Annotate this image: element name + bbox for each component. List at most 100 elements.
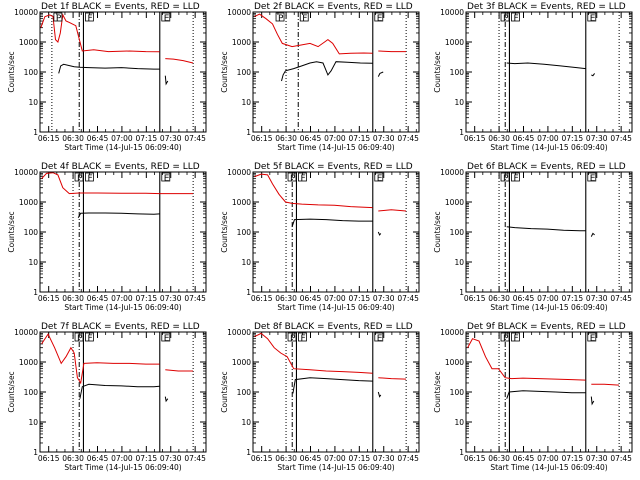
x-tick-label: 07:15 <box>136 454 158 463</box>
panel-title: Det 4f BLACK = Events, RED = LLD <box>41 162 200 172</box>
flag-box <box>85 12 94 22</box>
y-axis-label: Counts/sec <box>7 371 16 412</box>
x-tick-label: 06:30 <box>275 294 297 303</box>
x-tick-label: 06:15 <box>251 454 273 463</box>
y-tick-label: 10000 <box>227 8 251 17</box>
plot-frame <box>465 171 633 293</box>
x-axis-label: Start Time (14-Jul-15 06:09:40) <box>64 143 181 152</box>
flag-label: F <box>513 334 518 344</box>
x-tick-label: 06:30 <box>488 134 510 143</box>
x-axis-label: Start Time (14-Jul-15 06:09:40) <box>277 303 394 312</box>
flag-label: F <box>87 14 92 24</box>
x-tick-label: 06:30 <box>62 134 84 143</box>
y-tick-label: 100 <box>450 68 465 77</box>
panel-title: Det 2f BLACK = Events, RED = LLD <box>254 2 413 12</box>
x-tick-label: 07:00 <box>537 294 559 303</box>
x-tick-label: 07:00 <box>111 134 133 143</box>
flag-label: P <box>278 14 284 24</box>
x-tick-label: 07:00 <box>537 134 559 143</box>
panel-title: Det 7f BLACK = Events, RED = LLD <box>41 322 200 332</box>
flag-box <box>511 172 520 182</box>
flag-label: P <box>503 174 509 184</box>
flag-box <box>298 172 307 182</box>
flag-box <box>500 12 510 22</box>
x-tick-label: 07:30 <box>160 134 182 143</box>
panel-title: Det 6f BLACK = Events, RED = LLD <box>467 162 626 172</box>
x-tick-label: 07:30 <box>373 294 395 303</box>
x-tick-label: 06:15 <box>464 294 486 303</box>
lld-series-line <box>467 338 586 381</box>
x-tick-label: 07:45 <box>397 294 419 303</box>
x-tick-label: 07:15 <box>562 134 584 143</box>
events-series-line <box>377 391 382 398</box>
y-tick-label: 10 <box>241 418 251 427</box>
y-tick-label: 100 <box>237 228 252 237</box>
x-tick-label: 07:00 <box>324 294 346 303</box>
y-tick-label: 1 <box>459 128 464 137</box>
events-series-line <box>77 212 160 218</box>
x-tick-label: 07:15 <box>562 294 584 303</box>
flag-label: E <box>164 334 170 344</box>
panel-title: Det 1f BLACK = Events, RED = LLD <box>41 2 200 12</box>
x-tick-label: 06:30 <box>275 134 297 143</box>
flag-box <box>74 172 84 182</box>
y-tick-label: 100 <box>24 68 39 77</box>
flag-label: E <box>164 14 170 24</box>
detector-panel: Det 3f BLACK = Events, RED = LLD 1 10 100 10… <box>433 2 633 152</box>
y-tick-label: 10 <box>241 98 251 107</box>
flag-box <box>500 332 510 342</box>
x-tick-label: 06:45 <box>87 294 109 303</box>
x-tick-label: 07:30 <box>373 454 395 463</box>
flag-label: P <box>290 334 296 344</box>
x-tick-label: 06:45 <box>87 454 109 463</box>
x-tick-label: 07:45 <box>184 294 206 303</box>
x-tick-label: 07:15 <box>136 294 158 303</box>
y-tick-label: 1 <box>459 448 464 457</box>
flag-box <box>85 172 94 182</box>
flag-box <box>511 332 520 342</box>
flag-label: E <box>590 174 596 184</box>
x-tick-label: 07:45 <box>184 454 206 463</box>
y-tick-label: 10000 <box>440 8 464 17</box>
y-tick-label: 1000 <box>445 358 464 367</box>
events-series-line <box>164 396 169 403</box>
flag-box <box>587 172 597 182</box>
y-tick-label: 100 <box>450 228 465 237</box>
y-tick-label: 1000 <box>19 38 38 47</box>
y-axis-label: Counts/sec <box>7 211 16 252</box>
flag-label: F <box>513 14 518 24</box>
y-tick-label: 10 <box>454 418 464 427</box>
y-tick-label: 1 <box>246 448 251 457</box>
flag-label: F <box>87 174 92 184</box>
flag-box <box>500 172 510 182</box>
y-tick-label: 100 <box>24 388 39 397</box>
flag-label: P <box>77 334 83 344</box>
x-tick-label: 06:15 <box>38 294 60 303</box>
x-axis-label: Start Time (14-Jul-15 06:09:40) <box>277 463 394 472</box>
lld-series-line <box>254 13 373 55</box>
y-tick-label: 1000 <box>19 358 38 367</box>
events-series-line <box>377 71 384 77</box>
y-tick-label: 10000 <box>14 168 38 177</box>
x-tick-label: 06:45 <box>513 134 535 143</box>
lld-series-line <box>41 172 193 195</box>
x-tick-label: 07:45 <box>184 134 206 143</box>
x-tick-label: 06:15 <box>464 134 486 143</box>
flag-label: P <box>56 14 62 24</box>
flag-box <box>161 332 171 342</box>
events-series-line <box>377 231 382 236</box>
flag-box <box>374 332 384 342</box>
y-tick-label: 10 <box>454 98 464 107</box>
flag-label: E <box>377 14 383 24</box>
events-series-line <box>590 396 595 406</box>
flag-label: E <box>377 174 383 184</box>
x-tick-label: 06:45 <box>87 134 109 143</box>
plot-frame <box>39 171 207 293</box>
flag-box <box>74 332 84 342</box>
events-series-line <box>506 62 586 70</box>
lld-series-line <box>165 58 194 64</box>
x-tick-label: 06:30 <box>62 294 84 303</box>
plot-frame <box>39 11 207 133</box>
x-tick-label: 07:00 <box>111 454 133 463</box>
